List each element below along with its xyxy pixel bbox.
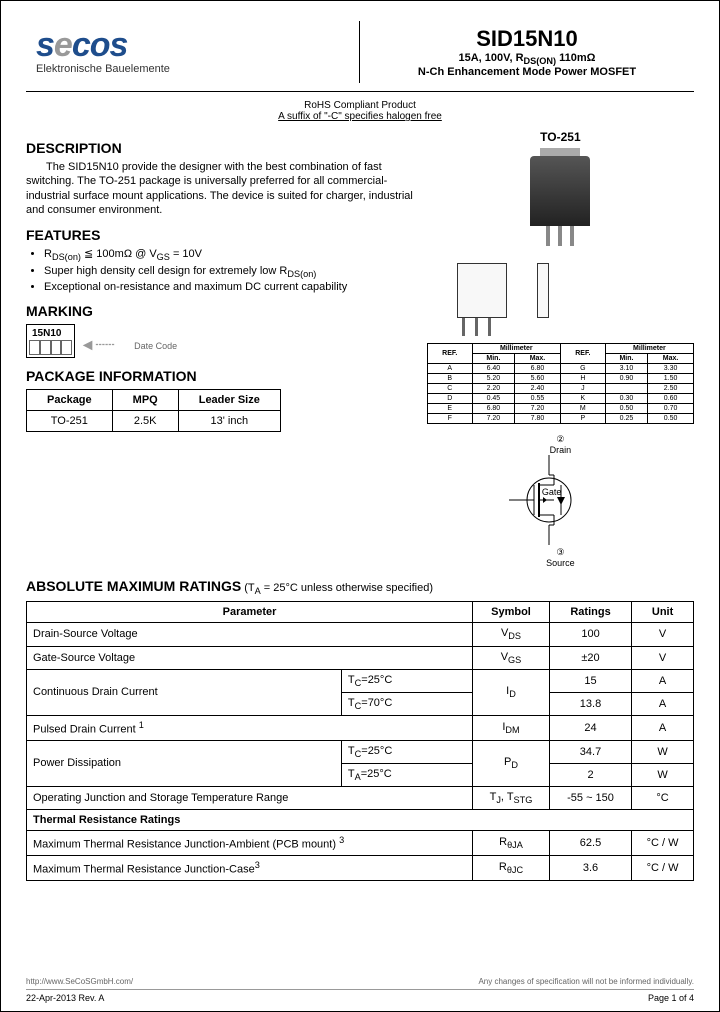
features-list: RDS(on) ≦ 100mΩ @ VGS = 10V Super high de… — [26, 247, 417, 292]
package-3d — [427, 148, 694, 248]
left-column: DESCRIPTION The SID15N10 provide the des… — [26, 130, 427, 568]
marking-heading: MARKING — [26, 303, 417, 319]
footer-note: Any changes of specification will not be… — [478, 977, 694, 986]
logo-cell: secos Elektronische Bauelemente — [26, 21, 360, 83]
abs-ratings-table: ParameterSymbolRatingsUnitDrain-Source V… — [26, 601, 694, 880]
logo-subtitle: Elektronische Bauelemente — [36, 63, 349, 75]
pkg-info-heading: PACKAGE INFORMATION — [26, 368, 417, 384]
footer-page: Page 1 of 4 — [648, 993, 694, 1003]
rohs-notice: RoHS Compliant Product A suffix of "-C" … — [26, 100, 694, 122]
logo: secos — [36, 26, 349, 65]
content-row: DESCRIPTION The SID15N10 provide the des… — [26, 130, 694, 568]
rohs-line2: A suffix of "-C" specifies halogen free — [26, 111, 694, 122]
marking-chip: 15N10 — [26, 324, 75, 358]
features-heading: FEATURES — [26, 227, 417, 243]
dimension-drawing — [427, 258, 694, 338]
rohs-line1: RoHS Compliant Product — [26, 100, 694, 111]
footer-rev: 22-Apr-2013 Rev. A — [26, 993, 104, 1003]
mosfet-type: N-Ch Enhancement Mode Power MOSFET — [365, 66, 689, 78]
header: secos Elektronische Bauelemente SID15N10… — [26, 21, 694, 92]
part-number: SID15N10 — [365, 26, 689, 52]
footer-url: http://www.SeCoSGmbH.com/ — [26, 977, 133, 986]
package-label: TO-251 — [427, 130, 694, 144]
circuit-diagram: ② Drain — [427, 434, 694, 568]
feature-item: RDS(on) ≦ 100mΩ @ VGS = 10V — [44, 247, 417, 262]
description-heading: DESCRIPTION — [26, 140, 417, 156]
spec-line: 15A, 100V, RDS(ON) 110mΩ — [365, 52, 689, 66]
footer: 22-Apr-2013 Rev. A Page 1 of 4 — [26, 989, 694, 1003]
package-table: PackageMPQLeader SizeTO-2512.5K13' inch — [26, 389, 281, 432]
datasheet-page: secos Elektronische Bauelemente SID15N10… — [0, 0, 720, 1012]
dimension-table: REF.MillimeterREF.MillimeterMin.Max.Min.… — [427, 343, 694, 424]
right-column: TO-251 REF.MillimeterREF.MillimeterMin.M… — [427, 130, 694, 568]
abs-heading: ABSOLUTE MAXIMUM RATINGS (TA = 25°C unle… — [26, 578, 694, 596]
feature-item: Super high density cell design for extre… — [44, 265, 417, 279]
datecode-label: Date Code — [134, 341, 177, 351]
title-cell: SID15N10 15A, 100V, RDS(ON) 110mΩ N-Ch E… — [360, 21, 694, 83]
description-text: The SID15N10 provide the designer with t… — [26, 160, 417, 217]
marking-box: 15N10 ◄┄┄ Date Code — [26, 324, 417, 358]
feature-item: Exceptional on-resistance and maximum DC… — [44, 281, 417, 293]
